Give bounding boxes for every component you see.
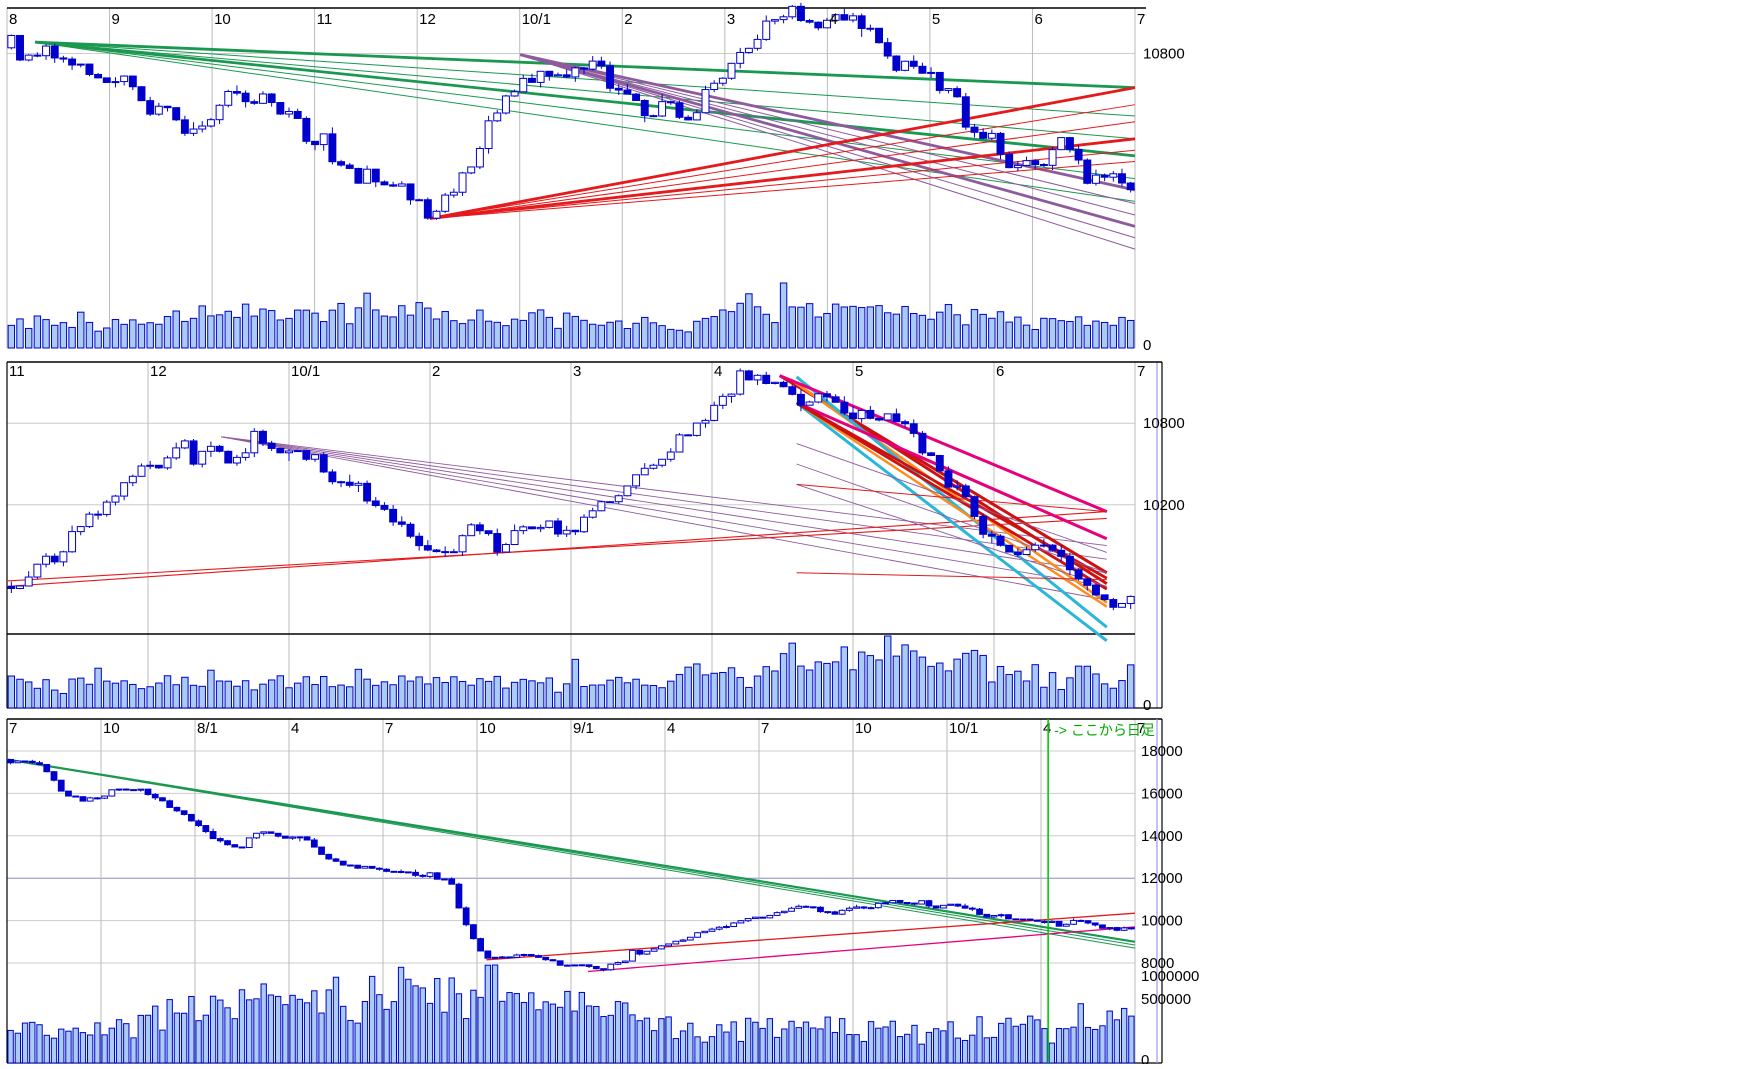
svg-text:11: 11	[9, 363, 25, 380]
svg-text:8: 8	[9, 11, 17, 28]
svg-text:12: 12	[419, 11, 436, 28]
svg-text:7: 7	[1137, 11, 1145, 28]
svg-text:10800: 10800	[1143, 415, 1185, 432]
svg-text:4: 4	[714, 363, 722, 380]
svg-text:0: 0	[1141, 1052, 1149, 1064]
svg-text:12: 12	[150, 363, 167, 380]
svg-text:4: 4	[829, 11, 837, 28]
svg-text:2: 2	[432, 363, 440, 380]
svg-text:4: 4	[1043, 720, 1051, 737]
svg-text:4: 4	[667, 720, 675, 737]
svg-text:5: 5	[855, 363, 863, 380]
svg-text:500000: 500000	[1141, 991, 1191, 1008]
svg-text:5: 5	[932, 11, 940, 28]
svg-text:14000: 14000	[1141, 828, 1183, 845]
svg-text:8/1: 8/1	[197, 720, 218, 737]
svg-text:10/1: 10/1	[522, 11, 551, 28]
svg-text:10: 10	[214, 11, 231, 28]
svg-text:10: 10	[479, 720, 496, 737]
svg-text:9: 9	[112, 11, 120, 28]
svg-text:10200: 10200	[1143, 497, 1185, 514]
svg-text:3: 3	[573, 363, 581, 380]
svg-text:16000: 16000	[1141, 785, 1183, 802]
svg-text:6: 6	[1034, 11, 1042, 28]
svg-text:10800: 10800	[1143, 46, 1185, 63]
svg-text:11: 11	[317, 11, 333, 28]
svg-text:0: 0	[1143, 697, 1151, 714]
svg-text:2: 2	[624, 11, 632, 28]
svg-text:7: 7	[385, 720, 393, 737]
svg-text:7: 7	[761, 720, 769, 737]
svg-text:-> ここから日足: -> ここから日足	[1054, 722, 1155, 738]
svg-text:10: 10	[855, 720, 872, 737]
svg-text:6: 6	[996, 363, 1004, 380]
svg-text:3: 3	[727, 11, 735, 28]
svg-text:1000000: 1000000	[1141, 968, 1199, 985]
svg-text:18000: 18000	[1141, 743, 1183, 760]
svg-text:4: 4	[291, 720, 299, 737]
svg-text:10/1: 10/1	[291, 363, 320, 380]
svg-text:12000: 12000	[1141, 870, 1183, 887]
svg-text:10/1: 10/1	[949, 720, 978, 737]
svg-text:7: 7	[1137, 363, 1145, 380]
svg-text:9/1: 9/1	[573, 720, 594, 737]
svg-text:7: 7	[9, 720, 17, 737]
svg-text:0: 0	[1143, 337, 1151, 354]
svg-text:10: 10	[103, 720, 120, 737]
svg-text:10000: 10000	[1141, 913, 1183, 930]
